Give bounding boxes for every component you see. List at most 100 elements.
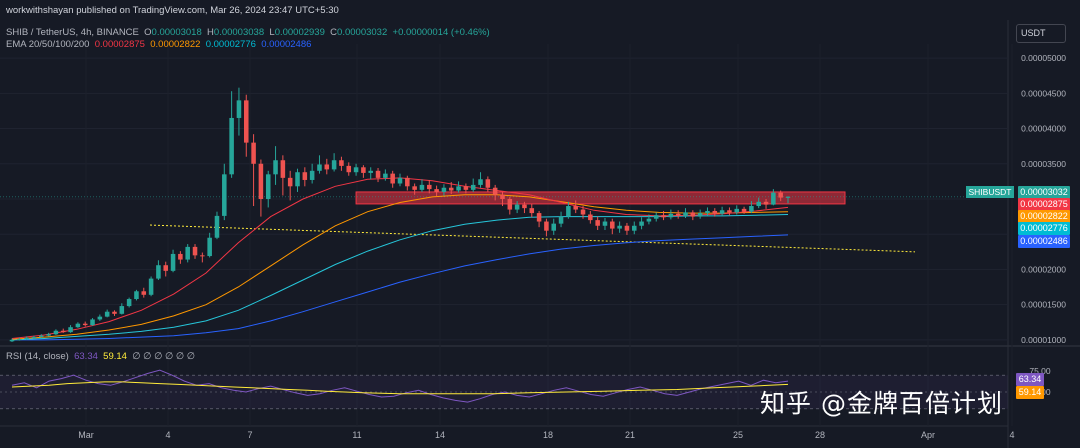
candle-body [610,221,615,229]
ema200-value: 0.00002486 [261,39,312,50]
time-tick-label: 28 [815,430,825,440]
candle-body [390,173,395,184]
candle-body [756,201,761,207]
candle-body [705,210,710,214]
candle-body [251,142,256,164]
candle-body [551,223,557,231]
candle-body [214,215,220,238]
candle-body [361,167,366,173]
candle-body [653,215,659,219]
resistance-zone [355,191,846,205]
candle-body [68,327,73,333]
ema200-line [12,234,789,341]
candle-body [427,184,432,190]
watermark: 知乎 @金牌百倍计划 [760,389,1003,418]
candle-body [229,117,234,175]
candle-body [31,337,37,339]
candle-body [75,323,81,328]
price-tick-label: 0.00004000 [1021,124,1066,134]
candle-body [778,192,783,198]
candle-body [200,255,205,257]
candle-body [222,174,227,216]
candle-body [500,194,505,199]
close-label: C [330,27,338,38]
candle-body [624,225,630,231]
candle-body [39,335,44,338]
candle-body [265,174,271,199]
high-label: H [207,27,214,38]
candle-body [661,215,666,218]
candle-body [763,201,769,205]
candle-body [53,330,59,335]
publisher-line: workwithshayan published on TradingView.… [6,5,339,16]
time-tick-label: 11 [352,430,361,440]
currency-button[interactable]: USDT [1016,24,1066,43]
candle-body [90,319,95,326]
candle-body [448,187,454,191]
candle-body [112,311,117,314]
time-tick-label: 7 [247,430,252,440]
time-tick-label: Mar [78,430,94,440]
candle-body [741,208,747,212]
candle-body [566,206,571,217]
candle-body [97,316,103,320]
rsi-legend: RSI (14, close) 63.34 59.14 ∅ ∅ ∅ ∅ ∅ ∅ [6,351,195,362]
candle-body [588,214,593,221]
candle-body [141,291,147,295]
candle-body [771,192,776,205]
candle-body [17,339,22,341]
candle-body [419,184,425,190]
open-label: O [144,27,152,38]
rsi-ma-value: 59.14 [103,351,127,362]
rsi-na-values: ∅ ∅ ∅ ∅ ∅ ∅ [132,351,196,362]
candle-body [507,198,513,210]
candle-body [456,186,461,191]
candle-body [163,265,169,271]
change-value: +0.00000014 (+0.46%) [392,27,490,38]
candle-body [727,210,732,213]
candle-body [280,160,286,178]
rsi-tick-label: 75.00 [1029,366,1051,376]
candle-body [639,221,644,226]
candle-body [192,246,198,256]
candle-body [170,253,176,271]
symbol-line: SHIB / TetherUS, 4h, BINANCE [6,27,139,38]
rsi-ma-line [11,381,789,395]
price-tick-label: 0.00001000 [1021,335,1066,345]
candle-body [339,160,344,166]
candle-body [514,204,520,210]
candle-body [346,165,352,173]
rsi-line [11,369,789,403]
candle-body [331,160,337,170]
price-tick-label: 0.00003500 [1021,159,1066,169]
candle-body [207,237,212,257]
support-trendline [149,224,916,253]
high-value: 0.00003038 [213,27,265,38]
candle-body [646,218,652,222]
candle-body [595,220,600,226]
candle-body [243,100,249,143]
candle-body [492,187,498,195]
rsi-value: 63.34 [74,351,98,362]
candle-body [631,225,637,231]
candle-body [375,170,381,178]
candle-body [441,187,447,192]
candle-body [368,170,373,173]
price-tick-label: 0.00005000 [1021,53,1066,63]
candle-body [749,206,754,212]
price-badge-close: 0.00003032 [1018,186,1070,199]
candle-body [697,213,703,217]
ema-legend: EMA 20/50/100/200 0.00002875 0.00002822 … [6,39,311,50]
ema100-line [11,214,789,341]
candle-body [46,334,51,336]
price-tick-label: 0.00004500 [1021,88,1066,98]
candle-body [734,208,740,213]
candle-body [185,246,190,260]
symbol-badge: SHIBUSDT [966,186,1014,198]
candle-body [60,330,66,333]
candle-body [675,213,681,216]
candle-body [412,186,417,190]
low-label: L [269,27,275,38]
